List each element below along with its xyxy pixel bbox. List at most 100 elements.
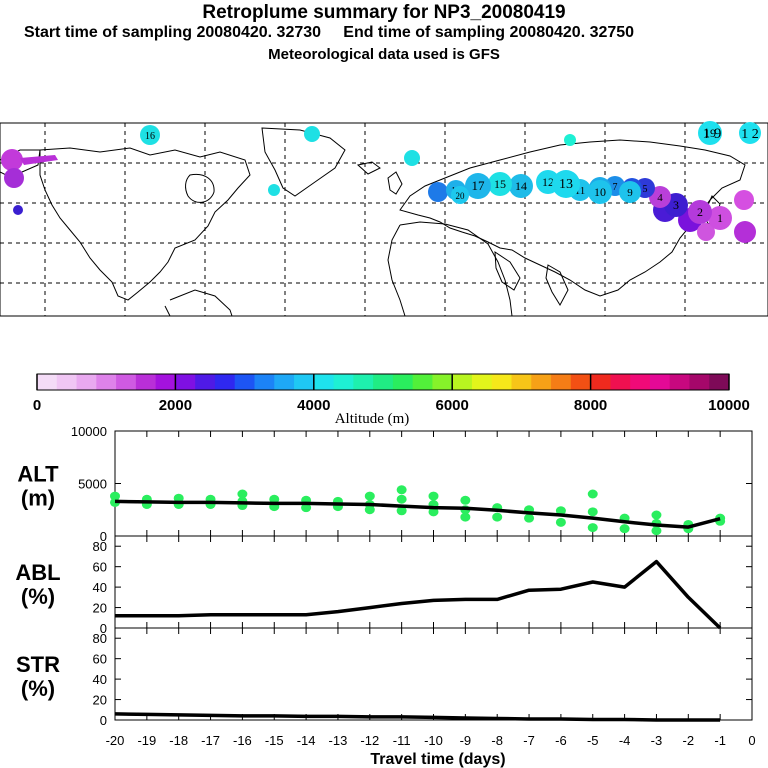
colorbar-swatch: [373, 374, 394, 390]
colorbar-swatch: [511, 374, 532, 390]
eurasia-outline: [399, 139, 746, 297]
hudson-bay: [185, 173, 215, 203]
uk: [387, 171, 403, 195]
colorbar-swatch: [353, 374, 374, 390]
colorbar-swatch: [76, 374, 97, 390]
colorbar-swatch: [491, 374, 513, 390]
alt-scatter-point: [364, 491, 375, 501]
plume-day-label: 1 9: [703, 126, 722, 142]
plume-marker: [465, 173, 491, 199]
panel-ylabel: ABL: [15, 560, 60, 585]
colorbar-swatch: [610, 374, 631, 390]
alt-scatter-point: [173, 493, 184, 503]
plume-blob: [734, 190, 754, 210]
plume-marker: [588, 180, 612, 204]
plume-day-label: 1: [717, 211, 723, 225]
greenland: [261, 127, 346, 197]
panel-ylabel: STR: [16, 652, 60, 677]
alt-scatter-point: [524, 513, 535, 523]
x-tick-label: 0: [748, 733, 755, 748]
plume-blob: [697, 223, 715, 241]
x-tick-label: -7: [523, 733, 535, 748]
panel-ylabel: (m): [21, 486, 55, 511]
x-tick-label: -14: [297, 733, 316, 748]
alt-scatter-point: [555, 506, 566, 516]
plume-day-label: 11: [575, 185, 586, 197]
plume-day-label: 5: [643, 184, 648, 195]
x-tick-label: -12: [360, 733, 379, 748]
plume-blob: [268, 184, 280, 196]
north-america-outline: [39, 147, 251, 301]
alt-scatter-point: [301, 503, 312, 513]
colorbar-swatch: [175, 374, 196, 390]
panel-ylabel: ALT: [17, 462, 59, 487]
x-tick-label: -3: [651, 733, 663, 748]
plume-day-label: 16: [145, 131, 155, 142]
colorbar-swatch: [313, 374, 335, 390]
x-tick-label: -8: [491, 733, 503, 748]
alt-scatter-point: [364, 505, 375, 515]
alt-scatter-point: [396, 485, 407, 495]
alt-scatter-point: [269, 494, 280, 504]
plume-day-label: 17: [472, 178, 486, 193]
plume-track: 12345678910111213141516171819201 91 2: [1, 121, 761, 243]
series-line: [115, 559, 722, 630]
plume-blob: [428, 182, 448, 202]
y-tick-label: 0: [100, 621, 107, 636]
colorbar-tick-label: 2000: [159, 397, 192, 414]
x-tick-label: -20: [106, 733, 125, 748]
y-tick-label: 40: [93, 672, 107, 687]
colorbar-swatch: [254, 374, 275, 390]
plume-blob: [404, 150, 420, 166]
plume-marker: [488, 172, 512, 196]
arabia-india: [494, 251, 569, 307]
colorbar-tick-label: 8000: [574, 397, 607, 414]
plume-day-label: 10: [594, 185, 606, 199]
colorbar-swatch: [630, 374, 651, 390]
plume-marker: [552, 170, 580, 198]
sampling-times: Start time of sampling 20080420. 32730 E…: [24, 24, 635, 41]
x-tick-label: -18: [169, 733, 188, 748]
x-tick-label: -17: [201, 733, 220, 748]
colorbar-swatch: [531, 374, 552, 390]
alt-scatter-point: [396, 506, 407, 516]
y-tick-label: 20: [93, 693, 107, 708]
plume-marker: [140, 125, 160, 145]
y-tick-label: 10000: [71, 424, 107, 439]
alt-scatter-point: [396, 494, 407, 504]
colorbar-swatch: [333, 374, 354, 390]
colorbar-swatch: [274, 374, 295, 390]
plume-day-label: 2: [697, 205, 703, 219]
plume-marker: [708, 206, 732, 230]
alt-scatter-point: [587, 507, 598, 517]
alt-scatter-point: [492, 512, 503, 522]
y-tick-label: 80: [93, 631, 107, 646]
plume-day-label: 14: [515, 179, 527, 193]
x-tick-label: -9: [460, 733, 472, 748]
colorbar-tick-label: 4000: [297, 397, 330, 414]
x-axis-label: Travel time (days): [370, 751, 505, 768]
plume-marker: [649, 186, 671, 208]
colorbar-tick-label: 0: [33, 397, 41, 414]
alt-scatter-point: [651, 510, 662, 520]
plume-day-label: 15: [494, 177, 506, 191]
colorbar-swatch: [649, 374, 671, 390]
y-tick-label: 0: [100, 713, 107, 728]
colorbar-swatch: [135, 374, 157, 390]
alt-scatter-point: [619, 524, 630, 534]
colorbar-tick-label: 6000: [436, 397, 469, 414]
plume-blob: [1, 149, 23, 171]
series-line: [114, 499, 721, 529]
plume-blob: [4, 168, 24, 188]
colorbar-swatch: [709, 374, 730, 390]
plume-marker: [698, 121, 722, 145]
colorbar-swatch: [37, 374, 58, 390]
iceland: [356, 161, 381, 175]
plume-day-label: 13: [559, 177, 573, 192]
alt-scatter-point: [110, 491, 120, 501]
alt-scatter-point: [237, 489, 248, 499]
plume-day-label: 12: [542, 175, 554, 189]
y-tick-label: 0: [100, 529, 107, 544]
plume-day-label: 4: [657, 192, 663, 204]
